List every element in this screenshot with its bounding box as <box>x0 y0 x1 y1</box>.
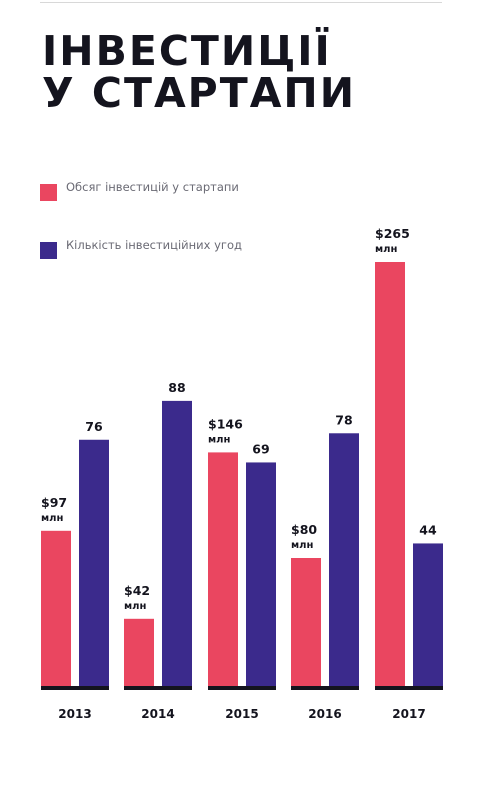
legend-label-deals: Кількість інвестиційних угод <box>66 238 242 252</box>
page-title: ІНВЕСТИЦІЇ У СТАРТАПИ <box>42 30 356 114</box>
value-label-investment-2015: $146 <box>208 416 243 431</box>
legend-swatch-deals <box>40 242 57 259</box>
title-line-2: У СТАРТАПИ <box>42 69 357 117</box>
value-label-investment-2013: $97 <box>41 495 67 510</box>
bar-deals-2014 <box>162 400 192 686</box>
bar-investment-2016 <box>291 558 321 686</box>
bar-investment-2013 <box>41 530 71 686</box>
title-line-1: ІНВЕСТИЦІЇ <box>42 27 332 75</box>
bar-investment-2017 <box>375 262 405 686</box>
value-label-investment-2014: $42 <box>124 583 150 598</box>
value-label-deals-2014: 88 <box>168 380 185 395</box>
bar-investment-2014 <box>124 618 154 686</box>
year-label-2013: 2013 <box>58 707 91 721</box>
baseline-2016 <box>291 686 359 690</box>
unit-label-investment-2016: млн <box>291 540 313 551</box>
bar-deals-2016 <box>329 433 359 686</box>
bar-deals-2015 <box>246 462 276 686</box>
value-label-deals-2017: 44 <box>419 522 437 537</box>
baseline-2013 <box>41 686 109 690</box>
bar-investment-2015 <box>208 452 238 686</box>
baseline-2017 <box>375 686 443 690</box>
unit-label-investment-2013: млн <box>41 513 63 524</box>
value-label-deals-2013: 76 <box>85 419 103 434</box>
baseline-2014 <box>124 686 192 690</box>
bar-deals-2017 <box>413 543 443 686</box>
value-label-investment-2016: $80 <box>291 522 317 537</box>
baseline-2015 <box>208 686 276 690</box>
legend-label-investment: Обсяг інвестицій у стартапи <box>66 180 239 194</box>
unit-label-investment-2017: млн <box>375 244 397 255</box>
value-label-investment-2017: $265 <box>375 226 410 241</box>
bar-deals-2013 <box>79 439 109 686</box>
value-label-deals-2016: 78 <box>335 412 352 427</box>
year-label-2017: 2017 <box>392 707 425 721</box>
unit-label-investment-2015: млн <box>208 434 230 445</box>
top-divider <box>40 2 442 3</box>
year-label-2016: 2016 <box>308 707 341 721</box>
year-label-2014: 2014 <box>141 707 174 721</box>
unit-label-investment-2014: млн <box>124 601 146 612</box>
legend-swatch-investment <box>40 184 57 201</box>
value-label-deals-2015: 69 <box>252 441 269 456</box>
year-label-2015: 2015 <box>225 707 258 721</box>
